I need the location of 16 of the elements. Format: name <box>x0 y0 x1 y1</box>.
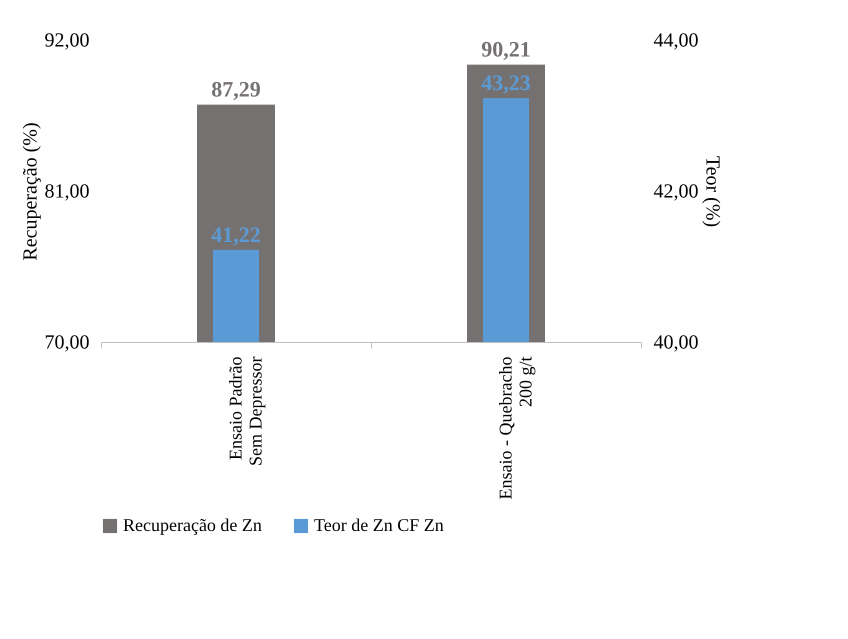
legend-label: Recuperação de Zn <box>123 515 262 535</box>
data-label: 43,23 <box>481 70 531 96</box>
y2-tick-label: 44,00 <box>654 30 698 52</box>
legend-label: Teor de Zn CF Zn <box>314 515 444 535</box>
y2-tick-label: 40,00 <box>654 332 698 354</box>
x-tick-label: Ensaio - Quebracho 200 g/t <box>496 356 536 500</box>
y2-axis-title: Teor (%) <box>702 156 724 228</box>
x-tick-label: Ensaio Padrão Sem Depressor <box>226 356 266 466</box>
y-tick-label: 92,00 <box>44 30 90 52</box>
data-label: 41,22 <box>211 222 261 247</box>
y2-tick-label: 42,00 <box>654 180 698 202</box>
data-label: 90,21 <box>481 36 531 62</box>
y-axis-title: Recuperação (%) <box>20 122 42 261</box>
data-label: 87,29 <box>211 76 261 102</box>
y-tick-label: 70,00 <box>44 332 90 354</box>
y-tick-label: 81,00 <box>44 180 90 202</box>
